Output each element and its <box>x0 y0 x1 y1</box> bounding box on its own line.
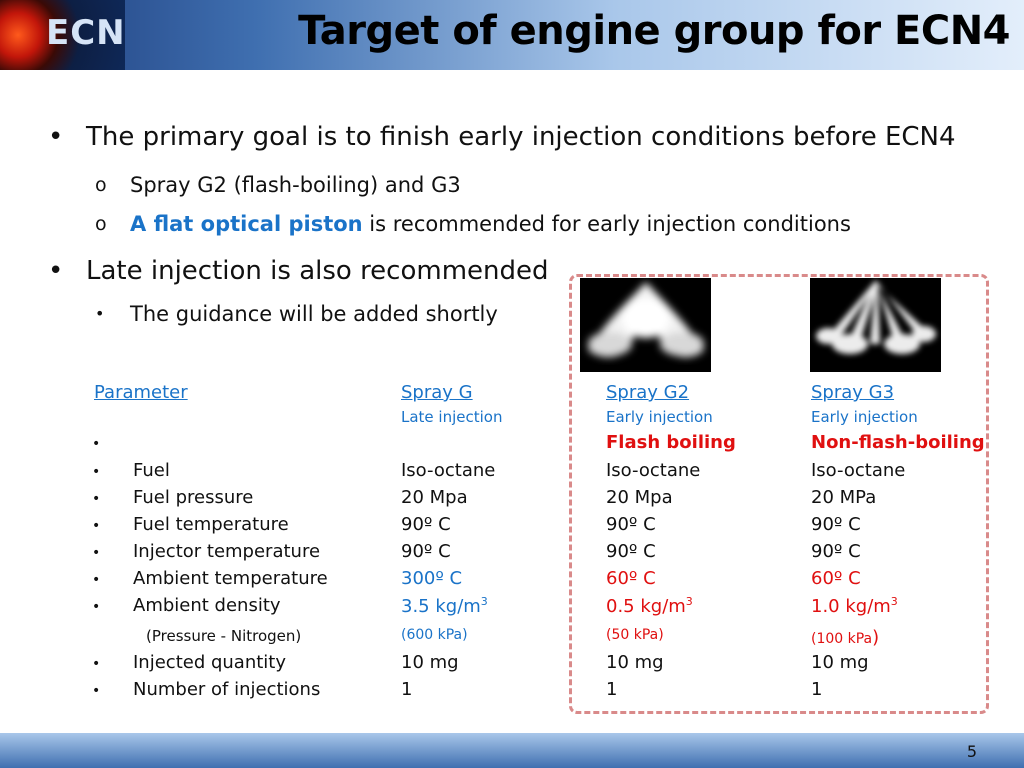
subheader-g2: Early injection <box>606 408 713 426</box>
slide-title: Target of engine group for ECN4 <box>298 8 1010 54</box>
subheader-g3: Early injection <box>811 408 918 426</box>
row-label: Ambient temperature <box>133 568 328 589</box>
row-label: Injected quantity <box>133 652 287 673</box>
bullet-icon: • <box>92 599 101 615</box>
pressure-g: (600 kPa) <box>401 627 468 643</box>
spray-g3-image <box>810 278 941 372</box>
row-label: Fuel pressure <box>133 487 254 508</box>
g3-non-flash-boiling: Non-flash-boiling <box>811 432 985 453</box>
circle-bullet-icon: o <box>95 174 107 196</box>
footer-bar <box>0 733 1024 768</box>
cell-g: 3.5 kg/m3 <box>401 595 488 617</box>
header-bar <box>0 0 1024 70</box>
row-label: Number of injections <box>133 679 321 700</box>
cell-g2: 1 <box>606 679 618 700</box>
cell-g3: 1 <box>811 679 823 700</box>
cell-g2: 90º C <box>606 514 656 535</box>
piston-highlight: A flat optical piston <box>130 212 363 236</box>
cell-g3: Iso-octane <box>811 460 906 481</box>
bullet-icon: • <box>92 545 101 561</box>
pressure-g3: (100 kPa) <box>811 627 880 648</box>
circle-bullet-icon: o <box>95 213 107 235</box>
cell-g3: 90º C <box>811 541 861 562</box>
header-spray-g2-link[interactable]: Spray G2 <box>606 382 690 403</box>
row-label: Fuel <box>133 460 170 481</box>
cell-g: Iso-octane <box>401 460 496 481</box>
cell-g2: 10 mg <box>606 652 664 673</box>
cell-g: 10 mg <box>401 652 459 673</box>
highlight-box <box>569 274 989 714</box>
logo-text: ECN <box>46 13 126 53</box>
cell-g3: 60º C <box>811 568 861 589</box>
header-parameter-link[interactable]: Parameter <box>94 382 188 403</box>
bullet-icon: • <box>92 656 101 672</box>
cell-g: 300º C <box>401 568 463 589</box>
row-label: Ambient density <box>133 595 281 616</box>
bullet-icon: • <box>92 518 101 534</box>
bullet-icon: • <box>92 572 101 588</box>
cell-g3: 90º C <box>811 514 861 535</box>
cell-g3: 20 MPa <box>811 487 877 508</box>
row-label: Fuel temperature <box>133 514 289 535</box>
g2-flash-boiling: Flash boiling <box>606 432 736 453</box>
cell-g: 90º C <box>401 541 451 562</box>
cell-g2: 20 Mpa <box>606 487 673 508</box>
bullet-icon: • <box>48 256 64 286</box>
row-label: Injector temperature <box>133 541 321 562</box>
cell-g3: 10 mg <box>811 652 869 673</box>
cell-g2: 60º C <box>606 568 656 589</box>
cell-g3: 1.0 kg/m3 <box>811 595 898 617</box>
bullet-icon: • <box>92 464 101 480</box>
header-spray-g3-link[interactable]: Spray G3 <box>811 382 895 403</box>
bullet-icon: • <box>92 436 101 452</box>
cell-g2: Iso-octane <box>606 460 701 481</box>
cell-g: 1 <box>401 679 413 700</box>
page-number: 5 <box>966 742 977 761</box>
bullet-icon: • <box>92 491 101 507</box>
bullet-icon: • <box>95 304 105 323</box>
cell-g: 20 Mpa <box>401 487 468 508</box>
bullet-icon: • <box>92 683 101 699</box>
cell-g2: 0.5 kg/m3 <box>606 595 693 617</box>
header-spray-g-link[interactable]: Spray G <box>401 382 473 403</box>
ecn-logo: ECN <box>0 0 125 70</box>
pressure-note: (Pressure - Nitrogen) <box>146 627 302 645</box>
spray-g2-image <box>580 278 711 372</box>
cell-g2: 90º C <box>606 541 656 562</box>
pressure-g2: (50 kPa) <box>606 627 664 643</box>
subheader-g: Late injection <box>401 408 503 426</box>
cell-g: 90º C <box>401 514 451 535</box>
bullet-icon: • <box>48 122 64 152</box>
